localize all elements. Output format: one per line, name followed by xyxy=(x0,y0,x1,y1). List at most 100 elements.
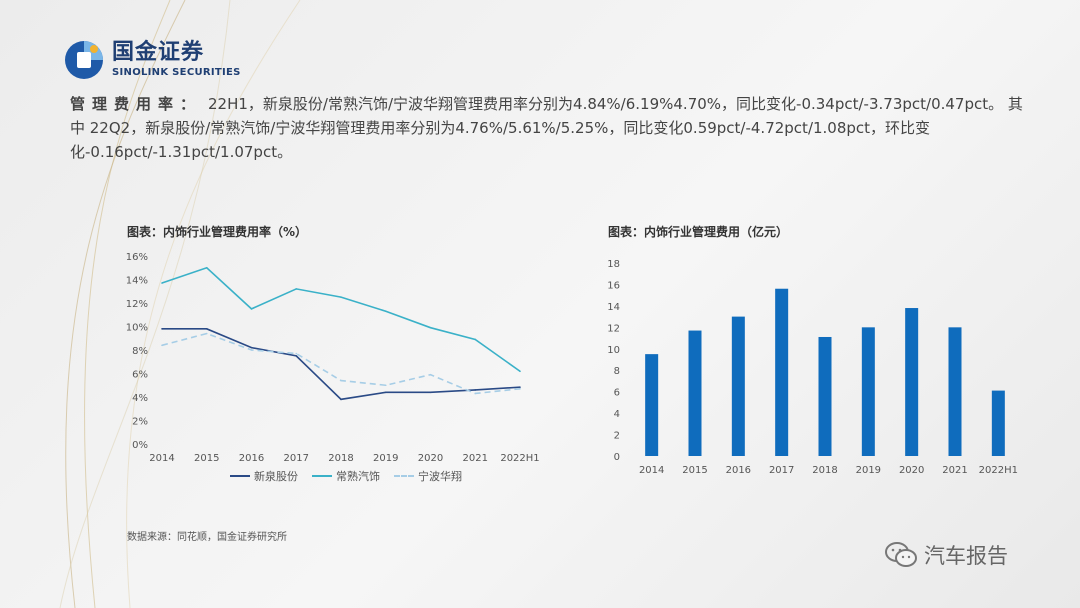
series-2-point xyxy=(205,332,208,335)
series-1-point xyxy=(384,310,387,313)
series-0-point xyxy=(474,389,477,391)
line-chart-legend: 新泉股份 常熟汽饰 宁波华翔 xyxy=(230,468,476,484)
legend-label-ningbo: 宁波华翔 xyxy=(418,470,462,483)
legend-item-xinquan: 新泉股份 xyxy=(230,468,298,484)
bar-x-tick-label: 2017 xyxy=(769,465,794,476)
legend-label-xinquan: 新泉股份 xyxy=(254,470,298,483)
legend-label-changshu: 常熟汽饰 xyxy=(336,470,380,483)
bar-y-tick-label: 0 xyxy=(614,452,620,463)
series-1-point xyxy=(519,370,521,373)
series-2-point xyxy=(340,379,342,382)
line-y-tick-label: 0% xyxy=(132,440,148,451)
summary-paragraph: 管理费用率： 22H1，新泉股份/常熟汽饰/宁波华翔管理费用率分别为4.84%/6… xyxy=(70,92,1030,164)
line-x-tick-label: 2014 xyxy=(149,453,174,464)
legend-item-ningbo: 宁波华翔 xyxy=(394,468,462,484)
line-x-tick-label: 2015 xyxy=(194,453,219,464)
series-0-point xyxy=(429,391,432,394)
bar-2015 xyxy=(688,330,702,456)
series-0-point xyxy=(519,386,521,388)
bar-y-tick-label: 2 xyxy=(614,431,620,442)
bar-x-tick-label: 2015 xyxy=(682,465,707,476)
series-2-point xyxy=(429,373,432,376)
brand-logo: 国金证券 SINOLINK SECURITIES xyxy=(64,40,241,80)
bar-x-tick-label: 2021 xyxy=(942,465,967,476)
line-y-tick-label: 4% xyxy=(132,393,148,404)
line-x-tick-label: 2021 xyxy=(463,453,488,464)
bar-2019 xyxy=(861,327,875,456)
series-2-point xyxy=(384,384,387,387)
bar-2021 xyxy=(948,327,962,456)
bar-x-tick-label: 2022H1 xyxy=(979,465,1018,476)
series-2-point xyxy=(250,349,253,351)
bar-y-tick-label: 12 xyxy=(607,323,620,334)
bar-y-tick-label: 18 xyxy=(607,259,620,270)
bar-y-tick-label: 6 xyxy=(614,388,620,399)
bar-2022H1 xyxy=(991,390,1005,456)
series-2-point xyxy=(161,344,163,347)
series-1-point xyxy=(205,266,208,269)
data-source-note: 数据来源：同花顺，国金证券研究所 xyxy=(127,532,287,543)
series-0-point xyxy=(161,328,163,330)
series-2-point xyxy=(474,392,477,395)
bar-2014 xyxy=(645,354,659,456)
sinolink-logo-icon xyxy=(65,41,103,79)
bar-y-tick-label: 10 xyxy=(607,345,620,356)
bar-x-tick-label: 2016 xyxy=(726,465,751,476)
legend-item-changshu: 常熟汽饰 xyxy=(312,468,380,484)
bar-2020 xyxy=(905,308,919,456)
series-1-point xyxy=(340,296,342,298)
series-2-point xyxy=(295,352,298,355)
watermark: 汽车报告 xyxy=(884,540,1008,570)
bar-x-tick-label: 2020 xyxy=(899,465,924,476)
line-y-tick-label: 2% xyxy=(132,417,148,428)
bar-chart: 0 2 4 6 8 10 12 14 16 18 2014 2015 2016 2017 2018 2019… xyxy=(607,259,1018,476)
series-1-point xyxy=(250,308,253,310)
line-chart: 0% 2% 4% 6% 8% 10% 12% 14% 16% 2014 2015 2016 2017 2… xyxy=(126,252,540,464)
bar-x-tick-label: 2014 xyxy=(639,465,664,476)
bar-y-tick-label: 16 xyxy=(607,280,620,291)
series-1-point xyxy=(429,326,432,329)
series-0-point xyxy=(384,391,387,394)
line-x-tick-label: 2016 xyxy=(239,453,264,464)
legend-swatch-ningbo xyxy=(394,475,414,477)
wechat-icon xyxy=(885,542,917,567)
line-x-tick-label: 2017 xyxy=(284,453,309,464)
legend-swatch-xinquan xyxy=(230,475,250,477)
watermark-text: 汽车报告 xyxy=(924,544,1008,568)
line-y-tick-label: 16% xyxy=(126,252,148,263)
brand-name-cn: 国金证券 xyxy=(112,40,205,65)
line-x-tick-label: 2018 xyxy=(328,453,353,464)
line-x-tick-label: 2020 xyxy=(418,453,443,464)
bar-2016 xyxy=(731,316,745,456)
series-line-1 xyxy=(161,266,521,372)
line-y-tick-label: 12% xyxy=(126,299,148,310)
bar-y-tick-label: 14 xyxy=(607,302,620,313)
line-y-tick-label: 8% xyxy=(132,346,148,357)
line-y-tick-label: 6% xyxy=(132,370,148,381)
bar-x-tick-label: 2019 xyxy=(856,465,881,476)
bar-chart-title: 图表：内饰行业管理费用（亿元） xyxy=(608,225,789,239)
bar-y-tick-label: 4 xyxy=(614,409,620,420)
brand-name-en: SINOLINK SECURITIES xyxy=(112,67,241,78)
series-1-point xyxy=(295,288,298,290)
bar-2018 xyxy=(818,336,832,456)
series-line-2 xyxy=(161,332,521,395)
series-0-point xyxy=(340,398,342,401)
series-line-0 xyxy=(162,328,521,401)
line-y-tick-label: 14% xyxy=(126,276,148,287)
series-1-point xyxy=(161,282,163,284)
line-x-tick-label: 2019 xyxy=(373,453,398,464)
bar-x-tick-label: 2018 xyxy=(812,465,837,476)
legend-swatch-changshu xyxy=(312,475,332,477)
series-0-point xyxy=(205,328,208,330)
series-0-point xyxy=(295,355,298,357)
bar-2017 xyxy=(775,288,789,456)
bar-y-tick-label: 8 xyxy=(614,366,620,377)
line-y-tick-label: 10% xyxy=(126,323,148,334)
line-x-tick-label: 2022H1 xyxy=(500,453,539,464)
series-0-point xyxy=(250,346,253,349)
summary-text: 22H1，新泉股份/常熟汽饰/宁波华翔管理费用率分别为4.84%/6.19%4.… xyxy=(70,95,1023,161)
series-1-point xyxy=(474,338,477,341)
summary-label: 管理费用率： xyxy=(70,95,203,113)
series-2-point xyxy=(519,387,521,390)
